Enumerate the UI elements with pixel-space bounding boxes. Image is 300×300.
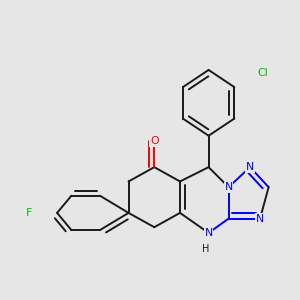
Text: N: N xyxy=(224,182,233,192)
Text: O: O xyxy=(150,136,159,146)
Text: N: N xyxy=(256,214,264,224)
Text: Cl: Cl xyxy=(258,68,268,78)
Text: H: H xyxy=(202,244,209,254)
Text: N: N xyxy=(246,162,254,172)
Text: N: N xyxy=(205,228,213,238)
Text: F: F xyxy=(26,208,32,218)
